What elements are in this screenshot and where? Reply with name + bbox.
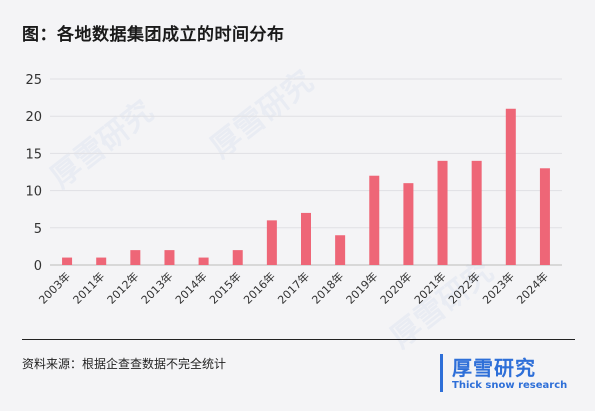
x-tick-label: 2023年 xyxy=(479,269,516,306)
x-tick-label: 2017年 xyxy=(275,269,312,306)
y-tick-label: 5 xyxy=(34,222,42,237)
x-tick-label: 2011年 xyxy=(70,269,107,306)
bar xyxy=(335,235,346,265)
y-tick-label: 25 xyxy=(25,73,42,88)
bar xyxy=(505,108,516,265)
y-tick-label: 20 xyxy=(25,110,42,125)
bar xyxy=(266,220,277,265)
bar xyxy=(471,160,482,265)
bar xyxy=(232,250,243,265)
divider xyxy=(22,339,575,340)
source-note: 资料来源：根据企查查数据不完全统计 xyxy=(22,357,227,371)
brand-logo: 厚雪研究 Thick snow research xyxy=(440,352,590,400)
bar xyxy=(198,257,209,265)
brand-name: 厚雪研究 xyxy=(452,356,536,380)
x-tick-label: 2022年 xyxy=(445,269,482,306)
bar xyxy=(62,257,73,265)
y-tick-label: 10 xyxy=(25,185,42,200)
x-tick-label: 2021年 xyxy=(411,269,448,306)
bar xyxy=(539,168,550,265)
x-tick-label: 2020年 xyxy=(377,269,414,306)
x-tick-label: 2012年 xyxy=(104,269,141,306)
bar-chart: 0 5 10 15 20 25 2003年2011年2012年2013年2014年2015年… xyxy=(25,73,562,307)
chart-title: 图：各地数据集团成立的时间分布 xyxy=(22,25,285,45)
x-tick-label: 2013年 xyxy=(138,269,175,306)
y-tick-label: 15 xyxy=(25,147,42,162)
brand-bar xyxy=(440,354,443,392)
x-tick-label: 2024年 xyxy=(514,269,551,306)
x-tick-label: 2003年 xyxy=(36,269,73,306)
x-tick-label: 2015年 xyxy=(206,269,243,306)
bar xyxy=(369,175,380,265)
bar xyxy=(96,257,107,265)
bar xyxy=(164,250,175,265)
y-tick-label: 0 xyxy=(34,259,42,274)
bar xyxy=(301,212,311,265)
x-tick-label: 2018年 xyxy=(309,269,346,306)
x-tick-label: 2019年 xyxy=(343,269,380,306)
x-tick-label: 2014年 xyxy=(172,269,209,306)
x-tick-label: 2016年 xyxy=(241,269,278,306)
brand-subtitle: Thick snow research xyxy=(452,380,568,391)
bar xyxy=(403,183,414,265)
bar xyxy=(437,160,448,265)
bar xyxy=(130,250,141,265)
